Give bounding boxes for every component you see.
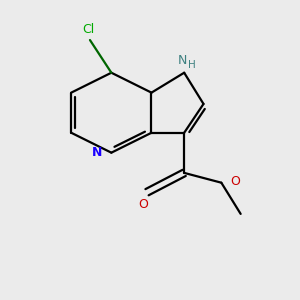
Text: N: N <box>92 146 102 159</box>
Text: O: O <box>139 198 148 211</box>
Text: H: H <box>188 60 196 70</box>
Text: Cl: Cl <box>82 23 94 37</box>
Text: N: N <box>178 54 188 68</box>
Text: O: O <box>230 175 240 188</box>
